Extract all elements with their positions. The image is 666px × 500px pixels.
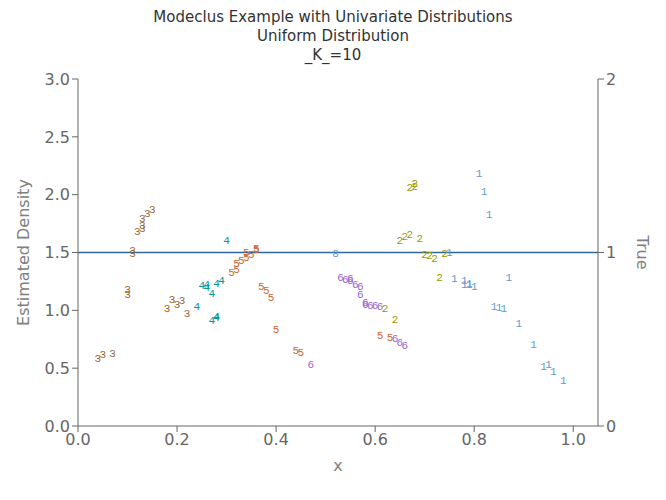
svg-text:2: 2: [382, 303, 389, 315]
svg-text:1: 1: [446, 247, 453, 259]
svg-text:4: 4: [194, 301, 201, 313]
svg-text:5: 5: [257, 281, 265, 294]
svg-text:2: 2: [407, 229, 414, 241]
svg-text:3: 3: [124, 284, 131, 296]
svg-text:1: 1: [506, 272, 513, 284]
svg-text:3: 3: [94, 352, 102, 365]
svg-text:6: 6: [376, 300, 384, 313]
svg-text:5: 5: [268, 292, 275, 304]
svg-text:2: 2: [431, 253, 438, 265]
svg-text:1: 1: [560, 375, 567, 387]
svg-text:5: 5: [298, 347, 305, 359]
svg-text:5: 5: [377, 330, 384, 342]
svg-text:6: 6: [402, 340, 409, 352]
svg-text:1: 1: [550, 366, 557, 378]
svg-text:5: 5: [238, 254, 245, 267]
svg-text:0.0: 0.0: [65, 430, 91, 450]
svg-text:6: 6: [357, 289, 364, 302]
svg-text:1: 1: [481, 186, 488, 198]
svg-text:3: 3: [139, 213, 146, 225]
svg-text:2: 2: [401, 231, 409, 244]
svg-text:0.4: 0.4: [263, 430, 288, 449]
svg-text:1: 1: [606, 243, 616, 262]
svg-text:2.0: 2.0: [45, 185, 70, 204]
svg-text:5: 5: [262, 284, 270, 297]
svg-text:3: 3: [173, 298, 181, 311]
svg-text:4: 4: [198, 280, 206, 292]
svg-text:6: 6: [337, 271, 344, 284]
svg-text:True: True: [633, 235, 652, 270]
svg-text:4: 4: [218, 275, 225, 287]
html-text:_K_=10: _K_=10: [304, 46, 362, 64]
svg-text:1: 1: [490, 300, 498, 313]
svg-text:1: 1: [515, 318, 522, 330]
svg-text:6: 6: [391, 333, 399, 346]
svg-text:3: 3: [149, 204, 156, 216]
svg-text:0: 0: [606, 417, 616, 436]
svg-text:1: 1: [476, 168, 483, 180]
svg-text:2: 2: [406, 181, 414, 194]
svg-text:Estimated Density: Estimated Density: [14, 179, 33, 326]
svg-text:1: 1: [471, 281, 478, 293]
svg-text:4: 4: [223, 235, 230, 247]
svg-text:1: 1: [495, 302, 503, 314]
svg-text:1: 1: [540, 361, 547, 373]
svg-text:1: 1: [451, 273, 458, 285]
html-text:Uniform Distribution: Uniform Distribution: [257, 27, 409, 45]
svg-text:x: x: [333, 456, 342, 475]
svg-text:0.8: 0.8: [461, 430, 486, 449]
svg-text:0.2: 0.2: [164, 430, 189, 449]
svg-text:2: 2: [411, 178, 418, 190]
svg-text:2: 2: [396, 234, 404, 247]
svg-text:3: 3: [144, 208, 151, 221]
svg-text:0.5: 0.5: [45, 359, 70, 378]
svg-text:3.0: 3.0: [45, 70, 70, 89]
svg-text:5: 5: [273, 324, 280, 336]
svg-text:2: 2: [392, 314, 399, 326]
svg-text:3: 3: [99, 349, 106, 361]
svg-text:0.6: 0.6: [362, 430, 387, 449]
svg-text:4: 4: [208, 314, 215, 327]
svg-text:1: 1: [530, 339, 537, 351]
svg-text:3: 3: [109, 348, 116, 360]
svg-text:1.0: 1.0: [45, 301, 70, 320]
svg-text:5: 5: [248, 248, 255, 261]
svg-text:2: 2: [441, 247, 448, 260]
svg-text:4: 4: [213, 311, 220, 323]
svg-text:6: 6: [371, 299, 379, 312]
html-text:2 2: 2 2: [421, 248, 433, 262]
svg-text:2: 2: [416, 233, 423, 245]
svg-text:1: 1: [545, 358, 552, 371]
svg-text:3: 3: [168, 293, 176, 306]
svg-text:6: 6: [396, 336, 404, 349]
svg-text:5: 5: [253, 243, 260, 255]
svg-text:6: 6: [352, 278, 359, 291]
svg-text:6: 6: [357, 281, 364, 294]
svg-text:1: 1: [501, 303, 508, 315]
svg-text:4: 4: [208, 288, 215, 300]
svg-text:3: 3: [163, 303, 171, 316]
svg-text:5: 5: [386, 332, 394, 345]
svg-text:1: 1: [486, 209, 493, 221]
html-text:6 6: 6 6: [342, 274, 354, 288]
svg-text:2: 2: [606, 70, 616, 89]
svg-text:5: 5: [292, 344, 300, 357]
svg-text:5: 5: [228, 267, 235, 280]
svg-text:1.5: 1.5: [45, 243, 70, 262]
svg-text:2.5: 2.5: [45, 128, 70, 147]
svg-text:6: 6: [307, 359, 314, 371]
svg-text:3: 3: [184, 308, 191, 320]
svg-text:3: 3: [129, 245, 136, 257]
svg-text:1.0: 1.0: [561, 430, 586, 449]
svg-text:3: 3: [134, 225, 141, 238]
svg-text:6: 6: [366, 299, 374, 312]
svg-text:0.0: 0.0: [45, 417, 70, 436]
svg-text:4: 4: [213, 277, 220, 290]
svg-text:8: 8: [332, 248, 339, 260]
html-text:Modeclus Example with Univaria: Modeclus Example with Univariate Distrib…: [153, 8, 513, 26]
svg-text:2: 2: [436, 272, 443, 284]
svg-text:3: 3: [179, 295, 186, 307]
